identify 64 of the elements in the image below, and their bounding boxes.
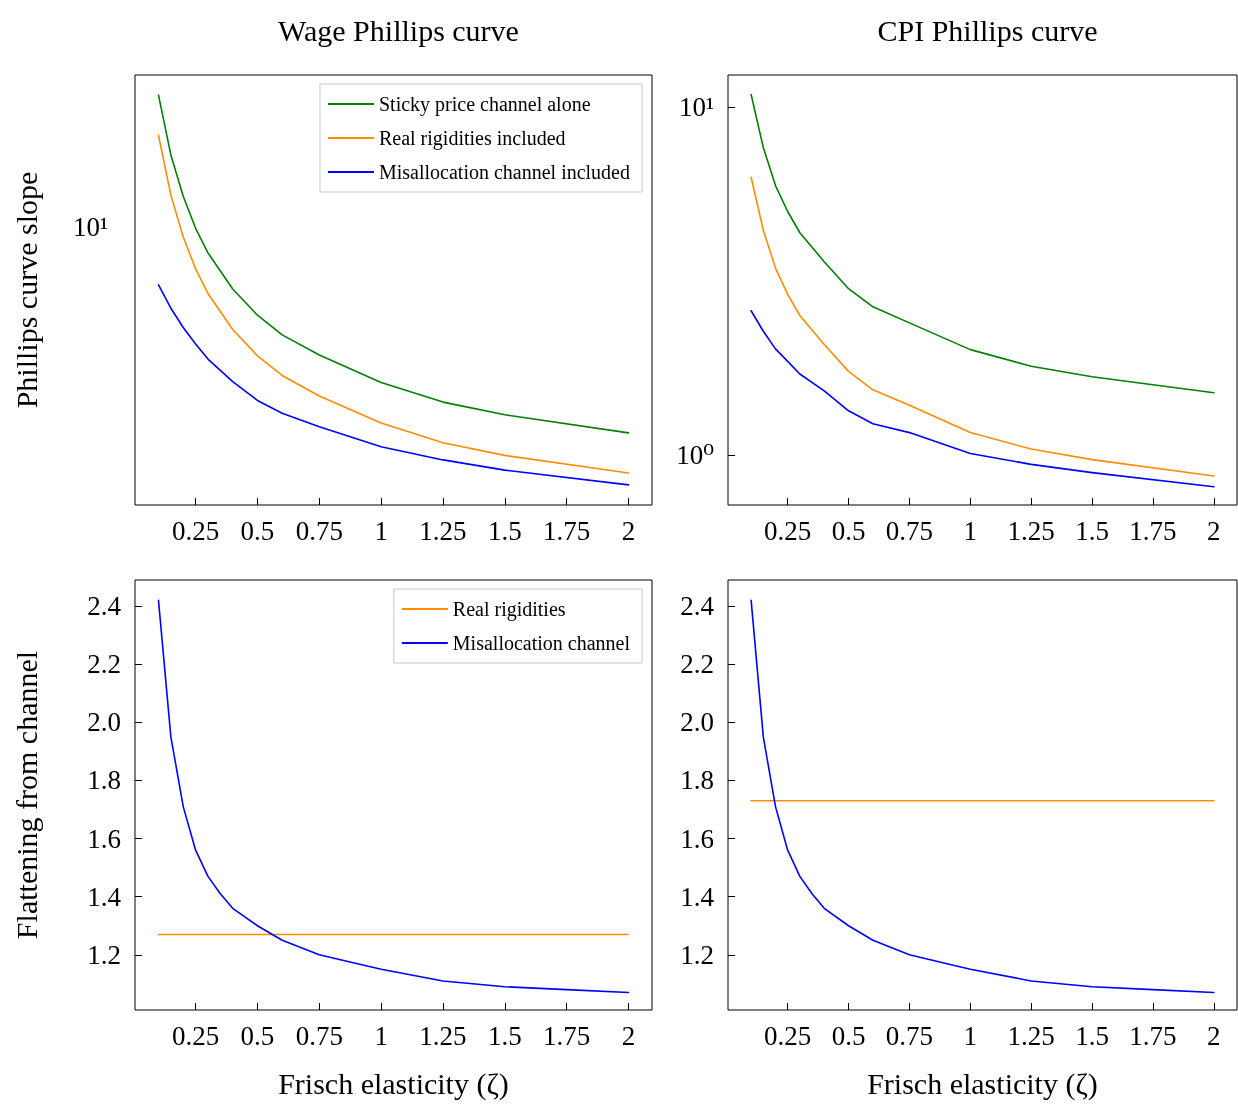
chart-title: Wage Phillips curve bbox=[278, 13, 519, 47]
x-tick-label: 0.75 bbox=[885, 515, 934, 546]
x-tick-label: 1.5 bbox=[1075, 515, 1109, 546]
x-tick-label: 1.75 bbox=[543, 515, 591, 546]
x-tick-label: 1.5 bbox=[487, 1020, 522, 1051]
x-tick-label: 2 bbox=[621, 1020, 636, 1051]
x-axis-title: Frisch elasticity (ζ) bbox=[867, 1066, 1098, 1101]
x-tick-label: 1.75 bbox=[543, 1020, 591, 1051]
line-series bbox=[750, 93, 1215, 394]
x-tick-label: 0.75 bbox=[295, 515, 343, 546]
x-tick-label: 1 bbox=[963, 515, 978, 546]
x-tick-label: 1 bbox=[374, 515, 388, 546]
x-tick-label: 1.25 bbox=[419, 1020, 467, 1051]
y-tick-label: 2.0 bbox=[680, 707, 714, 738]
y-tick-label: 1.8 bbox=[680, 765, 714, 796]
x-tick-label: 1.5 bbox=[487, 515, 522, 546]
x-tick-label: 0.25 bbox=[764, 1020, 812, 1051]
x-tick-label: 1.75 bbox=[1129, 515, 1177, 546]
legend-label: Real rigidities included bbox=[378, 127, 566, 150]
x-tick-label: 0.5 bbox=[240, 1020, 275, 1051]
x-tick-label: 0.25 bbox=[171, 515, 220, 546]
y-tick-label: 2.0 bbox=[87, 707, 121, 738]
legend-label: Misallocation channel included bbox=[378, 161, 631, 183]
y-tick-label: 10¹ bbox=[678, 92, 714, 123]
y-tick-label: 1.2 bbox=[680, 939, 714, 970]
y-tick-label: 1.6 bbox=[680, 823, 714, 854]
x-tick-label: 1 bbox=[374, 1020, 388, 1051]
x-tick-label: 0.25 bbox=[764, 515, 812, 546]
x-tick-label: 0.5 bbox=[831, 1020, 866, 1051]
y-tick-label: 10⁰ bbox=[676, 440, 715, 470]
y-tick-label: 2.4 bbox=[87, 591, 122, 622]
y-tick-label: 1.4 bbox=[680, 881, 715, 912]
y-tick-label: 1.6 bbox=[87, 823, 121, 854]
line-series bbox=[750, 176, 1215, 477]
x-tick-label: 2 bbox=[621, 515, 636, 546]
x-tick-label: 1.25 bbox=[1007, 1020, 1055, 1051]
y-tick-label: 1.8 bbox=[87, 765, 121, 796]
legend-label: Sticky price channel alone bbox=[378, 93, 591, 116]
y-axis-title: Phillips curve slope bbox=[9, 171, 43, 409]
x-axis-title: Frisch elasticity (ζ) bbox=[278, 1066, 509, 1101]
line-series bbox=[157, 599, 630, 994]
y-axis-title: Flattening from channel bbox=[9, 650, 43, 940]
x-tick-label: 0.75 bbox=[295, 1020, 343, 1051]
x-tick-label: 0.5 bbox=[240, 515, 275, 546]
y-tick-label: 2.2 bbox=[680, 649, 714, 680]
x-tick-label: 1 bbox=[963, 1020, 978, 1051]
x-tick-label: 1.75 bbox=[1129, 1020, 1177, 1051]
y-tick-label: 1.4 bbox=[87, 881, 122, 912]
x-tick-label: 0.5 bbox=[831, 515, 866, 546]
line-series bbox=[750, 309, 1215, 488]
y-tick-label: 2.2 bbox=[87, 649, 121, 680]
legend-label: Real rigidities bbox=[452, 598, 566, 621]
x-tick-label: 2 bbox=[1207, 1020, 1221, 1051]
x-tick-label: 0.75 bbox=[885, 1020, 934, 1051]
y-tick-label: 1.2 bbox=[87, 939, 121, 970]
y-tick-label: 2.4 bbox=[680, 591, 715, 622]
legend-label: Misallocation channel bbox=[452, 632, 631, 654]
chart-title: CPI Phillips curve bbox=[877, 13, 1098, 47]
line-series bbox=[750, 599, 1215, 994]
x-tick-label: 1.25 bbox=[1007, 515, 1055, 546]
x-tick-label: 0.25 bbox=[171, 1020, 220, 1051]
x-tick-label: 1.25 bbox=[419, 515, 467, 546]
x-tick-label: 2 bbox=[1207, 515, 1221, 546]
x-tick-label: 1.5 bbox=[1075, 1020, 1109, 1051]
